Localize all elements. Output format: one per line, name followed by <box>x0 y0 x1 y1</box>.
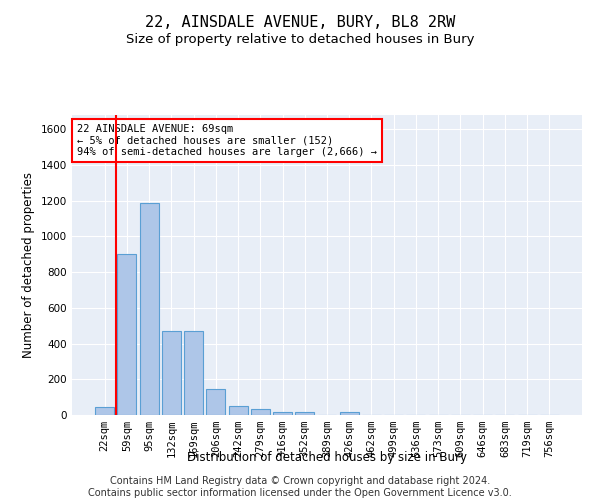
Bar <box>251 410 270 415</box>
Text: 22 AINSDALE AVENUE: 69sqm
← 5% of detached houses are smaller (152)
94% of semi-: 22 AINSDALE AVENUE: 69sqm ← 5% of detach… <box>77 124 377 157</box>
Bar <box>140 202 158 415</box>
Bar <box>162 331 181 415</box>
Text: Size of property relative to detached houses in Bury: Size of property relative to detached ho… <box>126 32 474 46</box>
Bar <box>118 254 136 415</box>
Text: 22, AINSDALE AVENUE, BURY, BL8 2RW: 22, AINSDALE AVENUE, BURY, BL8 2RW <box>145 15 455 30</box>
Bar <box>340 412 359 415</box>
Bar <box>295 412 314 415</box>
Text: Contains HM Land Registry data © Crown copyright and database right 2024.
Contai: Contains HM Land Registry data © Crown c… <box>88 476 512 498</box>
Y-axis label: Number of detached properties: Number of detached properties <box>22 172 35 358</box>
Text: Distribution of detached houses by size in Bury: Distribution of detached houses by size … <box>187 451 467 464</box>
Bar <box>95 407 114 415</box>
Bar <box>229 406 248 415</box>
Bar <box>184 331 203 415</box>
Bar <box>206 388 225 415</box>
Bar <box>273 412 292 415</box>
